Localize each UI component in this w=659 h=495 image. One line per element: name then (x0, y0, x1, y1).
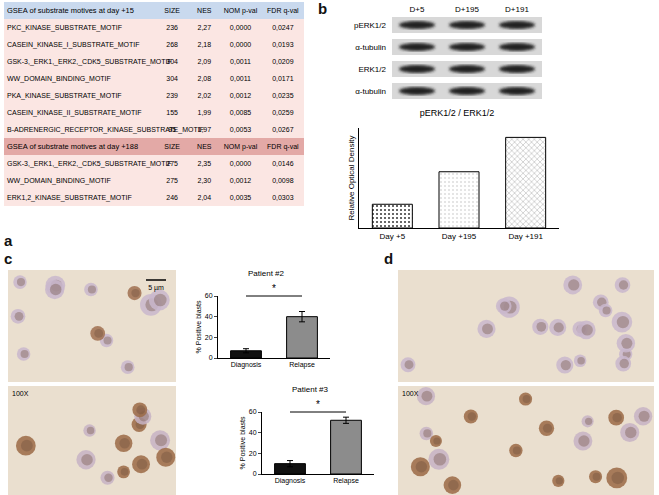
html-text:0,0000: 0,0000 (229, 24, 252, 31)
svg-text:% Positive blasts: % Positive blasts (239, 416, 246, 469)
svg-text:Relative Optical Density: Relative Optical Density (347, 136, 356, 221)
html-text:b: b (318, 0, 328, 17)
svg-text:*: * (272, 283, 276, 294)
html-text:1,99: 1,99 (197, 109, 212, 116)
svg-text:Diagnosis: Diagnosis (275, 477, 306, 485)
svg-text:100X: 100X (12, 390, 29, 397)
html-text:0,0035: 0,0035 (229, 194, 252, 201)
svg-text:60: 60 (205, 292, 213, 299)
html-text:FDR q-val: FDR q-val (267, 143, 299, 150)
html-text:d: d (384, 250, 394, 267)
html-text:236: 236 (166, 24, 178, 31)
html-text:NOM p-val: NOM p-val (223, 143, 258, 150)
html-text:0,0011: 0,0011 (230, 58, 251, 65)
html-text:0,0247: 0,0247 (272, 24, 294, 31)
svg-text:60: 60 (249, 408, 257, 415)
html-text:0,0000: 0,0000 (229, 41, 252, 48)
html-text:PKA_KINASE_SUBSTRATE_MOTIF: PKA_KINASE_SUBSTRATE_MOTIF (7, 92, 122, 99)
html-text:GSEA of substrate motives at d: GSEA of substrate motives at day +188 (7, 142, 139, 151)
svg-text:20: 20 (249, 450, 257, 457)
svg-text:5 µm: 5 µm (148, 284, 164, 292)
html-text:268: 268 (166, 41, 178, 48)
html-text:0,0098: 0,0098 (272, 177, 294, 184)
html-text:CASEIN_KINASE_I_SUBSTRATE_MOTI: CASEIN_KINASE_I_SUBSTRATE_MOTIF (7, 41, 140, 48)
svg-text:D+5: D+5 (410, 5, 425, 14)
html-text:B-ADRENERGIC_RECEPTOR_KINASE_S: B-ADRENERGIC_RECEPTOR_KINASE_SUBSTRATE_M… (7, 126, 204, 133)
html-text:GSK-3,_ERK1,_ERK2,_CDK5_SUBSTR: GSK-3,_ERK1,_ERK2,_CDK5_SUBSTRATE_MOTIF (7, 58, 172, 65)
svg-text:Patient #2: Patient #2 (248, 269, 285, 278)
html-text:0,0000: 0,0000 (229, 160, 252, 167)
html-text:0,0146: 0,0146 (272, 160, 294, 167)
svg-text:D+191: D+191 (505, 5, 529, 14)
html-text:95: 95 (168, 126, 176, 133)
html-text:0,0053: 0,0053 (229, 126, 252, 133)
svg-text:Day +191: Day +191 (508, 232, 543, 241)
svg-text:*: * (316, 399, 320, 410)
html-text:0,0303: 0,0303 (272, 194, 294, 201)
html-text:CASEIN_KINASE_II_SUBSTRATE_MOT: CASEIN_KINASE_II_SUBSTRATE_MOTIF (7, 109, 142, 116)
html-text:2,30: 2,30 (197, 177, 212, 184)
svg-text:0: 0 (209, 354, 213, 361)
svg-text:α-tubulin: α-tubulin (355, 43, 386, 52)
html-text:c: c (4, 250, 13, 267)
html-text:2,02: 2,02 (197, 92, 212, 99)
svg-text:% Positive blasts: % Positive blasts (195, 300, 202, 353)
svg-text:ERK1/2: ERK1/2 (358, 65, 386, 74)
html-text:0,0085: 0,0085 (229, 109, 252, 116)
html-text:0,0012: 0,0012 (229, 177, 252, 184)
html-text:246: 246 (166, 194, 178, 201)
html-text:155: 155 (166, 109, 178, 116)
html-text:SIZE: SIZE (164, 7, 180, 14)
svg-text:100X: 100X (402, 390, 419, 397)
html-text:2,08: 2,08 (197, 75, 212, 82)
html-text:304: 304 (166, 75, 178, 82)
svg-text:pERK1/2 / ERK1/2: pERK1/2 / ERK1/2 (420, 108, 495, 118)
html-text:0,0267: 0,0267 (272, 126, 294, 133)
html-text:304: 304 (166, 58, 178, 65)
html-text:NES: NES (197, 143, 212, 150)
html-text:2,18: 2,18 (197, 41, 212, 48)
svg-text:α-tubulin: α-tubulin (355, 87, 386, 96)
svg-text:Diagnosis: Diagnosis (231, 361, 262, 369)
html-text:2,09: 2,09 (197, 58, 212, 65)
html-text:275: 275 (166, 177, 178, 184)
html-text:WW_DOMAIN_BINDING_MOTIF: WW_DOMAIN_BINDING_MOTIF (7, 177, 111, 184)
html-text:0,0259: 0,0259 (272, 109, 294, 116)
html-text:0,0209: 0,0209 (272, 58, 294, 65)
html-text:0,0235: 0,0235 (272, 92, 294, 99)
html-text:ERK1,2_KINASE_SUBSTRATE_MOTIF: ERK1,2_KINASE_SUBSTRATE_MOTIF (7, 194, 132, 201)
html-text:0,0012: 0,0012 (229, 92, 252, 99)
html-text:2,27: 2,27 (197, 24, 212, 31)
html-text:WW_DOMAIN_BINDING_MOTIF: WW_DOMAIN_BINDING_MOTIF (7, 75, 111, 82)
html-text:GSK-3,_ERK1,_ERK2,_CDK5_SUBSTR: GSK-3,_ERK1,_ERK2,_CDK5_SUBSTRATE_MOTIF (7, 160, 172, 167)
html-text:NES: NES (197, 7, 212, 14)
html-text:239: 239 (166, 92, 178, 99)
html-text:SIZE: SIZE (164, 143, 180, 150)
html-text:FDR q-val: FDR q-val (267, 7, 299, 14)
html-text:1,97: 1,97 (197, 126, 212, 133)
html-text:0,0171: 0,0171 (272, 75, 294, 82)
svg-text:40: 40 (249, 429, 257, 436)
html-text:PKC_KINASE_SUBSTRATE_MOTIF: PKC_KINASE_SUBSTRATE_MOTIF (7, 24, 122, 31)
html-text:2,04: 2,04 (197, 194, 212, 201)
html-text:a: a (4, 232, 13, 249)
svg-text:Patient #3: Patient #3 (292, 385, 329, 394)
html-text:NOM p-val: NOM p-val (223, 7, 258, 14)
svg-text:20: 20 (205, 334, 213, 341)
svg-text:0: 0 (253, 470, 257, 477)
html-text:GSEA of substrate motives at d: GSEA of substrate motives at day +15 (7, 6, 134, 15)
svg-text:Day +195: Day +195 (442, 232, 477, 241)
svg-text:pERK1/2: pERK1/2 (354, 21, 387, 30)
svg-text:Relapse: Relapse (289, 361, 315, 369)
html-text:0,0011: 0,0011 (230, 75, 251, 82)
html-text:275: 275 (166, 160, 178, 167)
svg-text:40: 40 (205, 313, 213, 320)
svg-text:Relapse: Relapse (333, 477, 359, 485)
html-text:0,0193: 0,0193 (272, 41, 294, 48)
svg-text:Day +5: Day +5 (380, 232, 406, 241)
svg-text:D+195: D+195 (455, 5, 479, 14)
html-text:2,35: 2,35 (197, 160, 212, 167)
